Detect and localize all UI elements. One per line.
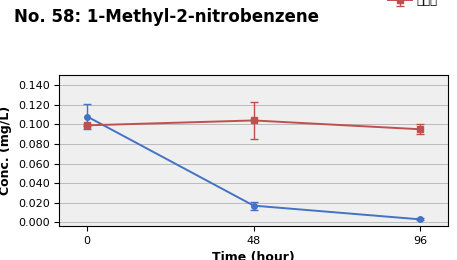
X-axis label: Time (hour): Time (hour) [212, 251, 295, 260]
Legend: 지수식, 유수식: 지수식, 유수식 [383, 0, 442, 12]
Text: No. 58: 1-Methyl-2-nitrobenzene: No. 58: 1-Methyl-2-nitrobenzene [14, 8, 319, 26]
Y-axis label: Conc. (mg/L): Conc. (mg/L) [0, 106, 12, 196]
